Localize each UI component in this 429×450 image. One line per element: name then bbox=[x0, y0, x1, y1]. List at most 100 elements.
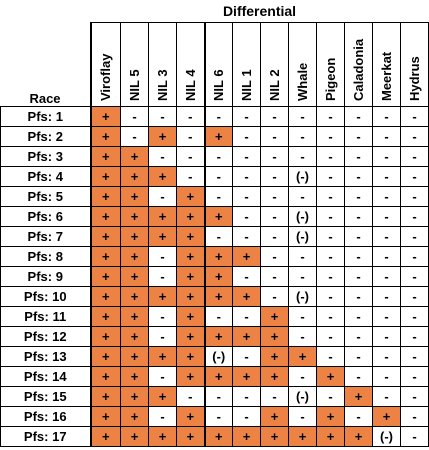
column-header-label: Meerkat bbox=[379, 51, 394, 101]
table-cell: + bbox=[89, 386, 121, 407]
table-row: Pfs: 12 + + - + + + + - - - - - bbox=[0, 326, 429, 347]
table-cell: - bbox=[344, 226, 373, 247]
table-cell: - bbox=[372, 346, 401, 367]
table-cell: - bbox=[400, 206, 429, 227]
table-cell: - bbox=[344, 186, 373, 207]
table-cell: + bbox=[203, 206, 233, 227]
table-cell: (-) bbox=[288, 166, 317, 187]
table-cell: + bbox=[120, 406, 149, 427]
table-cell: - bbox=[148, 366, 177, 387]
column-header: NIL 1 bbox=[232, 22, 261, 107]
table-row: Pfs: 11 + + - + - - + - - - - - bbox=[0, 306, 429, 327]
column-header: NIL 4 bbox=[176, 22, 205, 107]
table-cell: + bbox=[260, 326, 289, 347]
table-cell: - bbox=[344, 326, 373, 347]
table-cell: + bbox=[120, 326, 149, 347]
column-header-label: NIL 5 bbox=[127, 69, 142, 101]
table-cell: + bbox=[89, 306, 121, 327]
table-cell: - bbox=[232, 126, 261, 147]
table-cell: - bbox=[288, 366, 317, 387]
table-cell: - bbox=[232, 386, 261, 407]
column-header-label: NIL 2 bbox=[267, 69, 282, 101]
table-cell: - bbox=[148, 146, 177, 167]
table-cell: (-) bbox=[372, 426, 401, 447]
table-cell: + bbox=[148, 346, 177, 367]
table-cell: + bbox=[89, 266, 121, 287]
table-cell: - bbox=[372, 226, 401, 247]
table-cell: + bbox=[89, 406, 121, 427]
table-cell: - bbox=[260, 186, 289, 207]
race-label: Pfs: 7 bbox=[0, 226, 91, 247]
table-cell: + bbox=[148, 286, 177, 307]
table-cell: (-) bbox=[288, 286, 317, 307]
race-column-header: Race bbox=[29, 91, 61, 106]
table-cell: - bbox=[400, 126, 429, 147]
table-title: Differential bbox=[90, 0, 429, 23]
column-header-label: NIL 1 bbox=[239, 69, 254, 101]
table-cell: - bbox=[120, 126, 149, 147]
race-label: Pfs: 5 bbox=[0, 186, 91, 207]
table-cell: + bbox=[344, 386, 373, 407]
table-cell: - bbox=[232, 226, 261, 247]
table-cell: + bbox=[148, 426, 177, 447]
table-cell: - bbox=[148, 306, 177, 327]
table-cell: - bbox=[288, 406, 317, 427]
table-cell: + bbox=[120, 166, 149, 187]
table-cell: + bbox=[203, 366, 233, 387]
table-cell: - bbox=[316, 166, 345, 187]
column-header-label: NIL 4 bbox=[182, 69, 198, 101]
table-cell: - bbox=[344, 146, 373, 167]
table-cell: + bbox=[89, 206, 121, 227]
table-cell: + bbox=[89, 346, 121, 367]
table-cell: - bbox=[316, 206, 345, 227]
table-cell: - bbox=[344, 346, 373, 367]
table-row: Pfs: 2 + - + - + - - - - - - - bbox=[0, 126, 429, 147]
column-header: Whale bbox=[288, 22, 317, 107]
race-label: Pfs: 3 bbox=[0, 146, 91, 167]
table-cell: - bbox=[400, 326, 429, 347]
table-cell: - bbox=[203, 186, 233, 207]
corner-blank bbox=[1, 0, 91, 23]
table-cell: - bbox=[372, 146, 401, 167]
table-cell: - bbox=[148, 266, 177, 287]
table-cell: - bbox=[372, 306, 401, 327]
table-cell: + bbox=[203, 326, 233, 347]
table-cell: - bbox=[400, 166, 429, 187]
table-row: Pfs: 15 + + + - - - - (-) - + - - bbox=[0, 386, 429, 407]
table-cell: - bbox=[316, 266, 345, 287]
table-cell: - bbox=[148, 186, 177, 207]
race-label: Pfs: 13 bbox=[0, 346, 91, 367]
table-cell: + bbox=[120, 146, 149, 167]
table-cell: - bbox=[400, 146, 429, 167]
table-cell: - bbox=[288, 126, 317, 147]
table-cell: - bbox=[400, 186, 429, 207]
table-cell: - bbox=[372, 106, 401, 127]
table-cell: - bbox=[260, 226, 289, 247]
column-header-label: NIL 6 bbox=[211, 69, 227, 101]
table-cell: - bbox=[400, 226, 429, 247]
column-header: Viroflay bbox=[89, 22, 121, 107]
table-cell: - bbox=[232, 106, 261, 127]
table-cell: + bbox=[372, 406, 401, 427]
table-cell: + bbox=[316, 366, 345, 387]
race-label: Pfs: 8 bbox=[0, 246, 91, 267]
table-cell: - bbox=[260, 286, 289, 307]
race-label: Pfs: 16 bbox=[0, 406, 91, 427]
table-cell: + bbox=[203, 286, 233, 307]
table-cell: + bbox=[89, 186, 121, 207]
column-header: Meerkat bbox=[372, 22, 401, 107]
table-cell: - bbox=[203, 306, 233, 327]
table-cell: - bbox=[316, 186, 345, 207]
table-row: Pfs: 10 + + + + + + - (-) - - - - bbox=[0, 286, 429, 307]
table-cell: - bbox=[316, 126, 345, 147]
table-cell: + bbox=[232, 326, 261, 347]
race-label: Pfs: 2 bbox=[0, 126, 91, 147]
table-cell: - bbox=[400, 386, 429, 407]
table-cell: - bbox=[400, 426, 429, 447]
table-cell: - bbox=[260, 266, 289, 287]
table-cell: - bbox=[400, 106, 429, 127]
table-cell: - bbox=[400, 366, 429, 387]
table-cell: + bbox=[148, 206, 177, 227]
table-cell: - bbox=[372, 186, 401, 207]
table-cell: - bbox=[372, 386, 401, 407]
